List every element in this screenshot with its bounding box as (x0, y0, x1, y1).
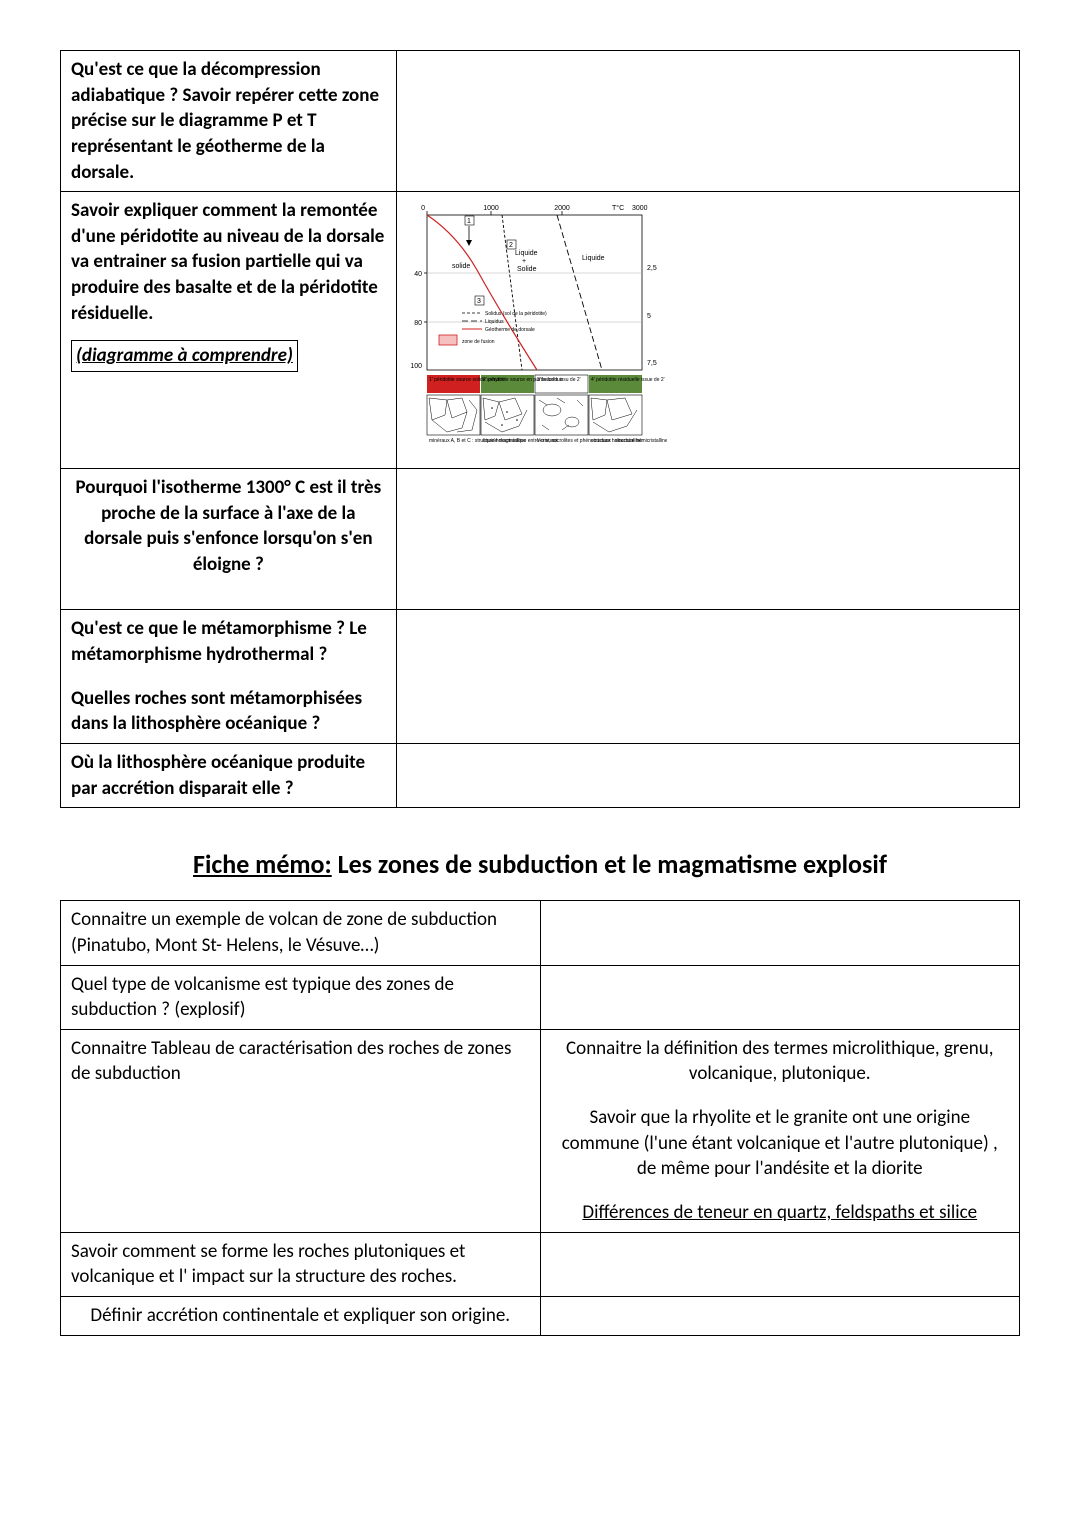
table-row: Quel type de volcanisme est typique des … (61, 965, 1020, 1029)
diagram-legend: Solidus (sol de la péridotite) Liquidus … (439, 311, 547, 345)
cell-text: Qu'est ce que la décompression adiabatiq… (71, 58, 379, 184)
p3: Différences de teneur en quartz, feldspa… (551, 1200, 1010, 1226)
phase-diagram: 0 1000 2000 T°C 3000 40 80 100 (407, 200, 667, 460)
t2-r0-c2 (540, 901, 1020, 965)
table-row: Savoir expliquer comment la remontée d'u… (61, 192, 1020, 469)
table-row: Définir accrétion continentale et expliq… (61, 1296, 1020, 1335)
yr-75: 7,5 (647, 360, 657, 367)
t2-r1-c1: Quel type de volcanisme est typique des … (61, 965, 541, 1029)
table-row: Pourquoi l'isotherme 1300° C est il très… (61, 469, 1020, 610)
t1-r0-right (396, 51, 1019, 192)
plot-frame (427, 215, 642, 370)
yr-5: 5 (647, 313, 651, 320)
cell-text: Quel type de volcanisme est typique des … (71, 973, 454, 1022)
fusion-zone-swatch (439, 335, 457, 345)
svg-text:2: 2 (509, 242, 513, 249)
label-liqsol-3: Solide (517, 266, 537, 273)
cell-text: Définir accrétion continentale et expliq… (90, 1304, 510, 1327)
title-rest: Les zones de subduction et le magmatisme… (332, 848, 887, 880)
svg-text:4' péridotite résiduelle issue: 4' péridotite résiduelle issue de 2' (591, 377, 665, 383)
table-row: Qu'est ce que la décompression adiabatiq… (61, 51, 1020, 192)
table-row: Savoir comment se forme les roches pluto… (61, 1232, 1020, 1296)
cell-text: Connaitre un exemple de volcan de zone d… (71, 908, 497, 957)
cell-text: Qu'est ce que le métamorphisme ? Le méta… (71, 617, 367, 666)
cell-text: Savoir comment se forme les roches pluto… (71, 1240, 465, 1289)
t1-r1-right: 0 1000 2000 T°C 3000 40 80 100 (396, 192, 1019, 469)
t1-r2-left: Pourquoi l'isotherme 1300° C est il très… (61, 469, 397, 610)
table-row: Où la lithosphère océanique produite par… (61, 743, 1020, 807)
t2-r1-c2 (540, 965, 1020, 1029)
geotherme-line (427, 215, 537, 370)
yr-25: 2,5 (647, 265, 657, 272)
ytick-40: 40 (414, 271, 422, 278)
t1-r3-right (396, 610, 1019, 744)
t2-r3-c1: Savoir comment se forme les roches pluto… (61, 1232, 541, 1296)
svg-text:Liquidus: Liquidus (485, 319, 504, 325)
page: Qu'est ce que la décompression adiabatiq… (0, 0, 1080, 1396)
cell-text: Savoir expliquer comment la remontée d'u… (71, 199, 384, 325)
t1-r0-left: Qu'est ce que la décompression adiabatiq… (61, 51, 397, 192)
cell-text-more: Quelles roches sont métamorphisées dans … (71, 686, 386, 737)
phase-diagram-svg: 0 1000 2000 T°C 3000 40 80 100 (407, 200, 667, 460)
t1-r3-left: Qu'est ce que le métamorphisme ? Le méta… (61, 610, 397, 744)
svg-text:zone de fusion: zone de fusion (462, 339, 495, 345)
label-solide: solide (452, 263, 470, 270)
label-liqsol-1: Liquide (515, 250, 538, 257)
table-row: Connaitre Tableau de caractérisation des… (61, 1029, 1020, 1232)
label-liqsol-2: + (522, 258, 526, 265)
section-title: Fiche mémo: Les zones de subduction et l… (60, 848, 1020, 880)
table-row: Qu'est ce que le métamorphisme ? Le méta… (61, 610, 1020, 744)
t1-r4-left: Où la lithosphère océanique produite par… (61, 743, 397, 807)
svg-text:Solidus (sol de la péridotite): Solidus (sol de la péridotite) (485, 311, 547, 317)
arrow-1: 1 (465, 216, 474, 246)
arrow-3: 3 (475, 296, 484, 305)
svg-text:1: 1 (467, 218, 471, 225)
bottom-headers: 1' péridotite source solide anhydre 2' p… (427, 375, 665, 393)
svg-text:3' basalte issu de 2': 3' basalte issu de 2' (537, 377, 581, 383)
t2-r2-c2: Connaitre la définition des termes micro… (540, 1029, 1020, 1232)
p1: Connaitre la définition des termes micro… (551, 1036, 1010, 1087)
texture-panels: minéraux A, B et C : structure holocrist… (427, 395, 667, 444)
title-prefix: Fiche mémo: (193, 848, 332, 880)
solidus-line (502, 215, 522, 370)
t2-r3-c2 (540, 1232, 1020, 1296)
arrow-2: 2 (507, 240, 516, 249)
liquidus-line (557, 215, 602, 370)
svg-text:Géotherme de dorsale: Géotherme de dorsale (485, 327, 535, 333)
t1-r2-right (396, 469, 1019, 610)
xtick-3000: 3000 (632, 205, 648, 212)
cell-text: Où la lithosphère océanique produite par… (71, 751, 365, 800)
table-row: Connaitre un exemple de volcan de zone d… (61, 901, 1020, 965)
ytick-100: 100 (410, 363, 422, 370)
t2-r4-c1: Définir accrétion continentale et expliq… (61, 1296, 541, 1335)
ytick-80: 80 (414, 320, 422, 327)
diagram-note: (diagramme à comprendre) (71, 340, 298, 372)
xtick-1000: 1000 (483, 205, 499, 212)
xlabel-tc: T°C (612, 204, 624, 212)
svg-text:structure holocristalline: structure holocristalline (591, 438, 642, 444)
xtick-2000: 2000 (554, 205, 570, 212)
cell-text: Pourquoi l'isotherme 1300° C est il très… (75, 476, 381, 576)
svg-text:3: 3 (477, 298, 481, 305)
t2-r4-c2 (540, 1296, 1020, 1335)
xtick-0: 0 (421, 205, 425, 212)
t2-r2-c1: Connaitre Tableau de caractérisation des… (61, 1029, 541, 1232)
cell-text: Connaitre Tableau de caractérisation des… (71, 1037, 511, 1086)
t1-r1-left: Savoir expliquer comment la remontée d'u… (61, 192, 397, 469)
p2: Savoir que la rhyolite et le granite ont… (551, 1105, 1010, 1182)
table-2: Connaitre un exemple de volcan de zone d… (60, 900, 1020, 1335)
label-liquide: Liquide (582, 255, 605, 262)
t1-r4-right (396, 743, 1019, 807)
table-1: Qu'est ce que la décompression adiabatiq… (60, 50, 1020, 808)
t2-r0-c1: Connaitre un exemple de volcan de zone d… (61, 901, 541, 965)
